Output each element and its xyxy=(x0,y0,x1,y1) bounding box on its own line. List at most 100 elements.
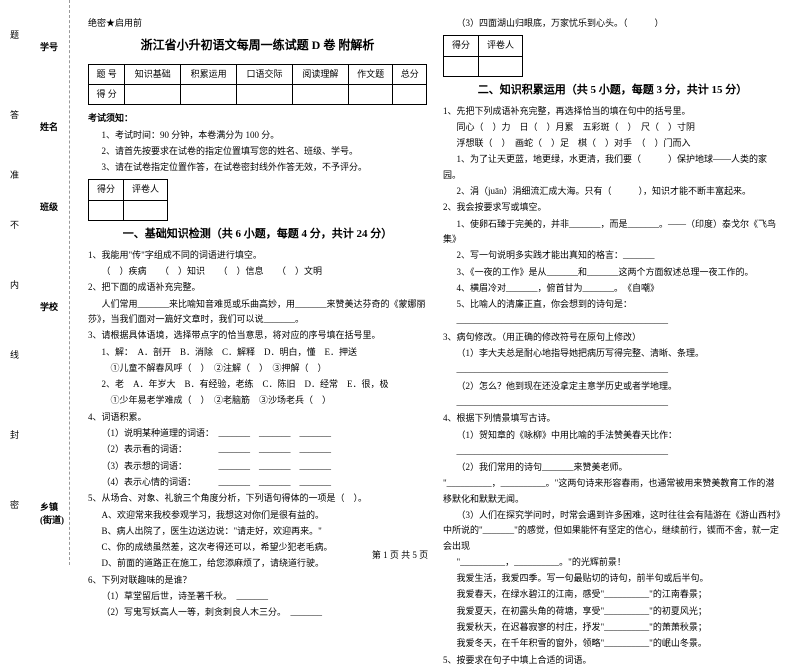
q3-l4: ①少年易老学难成（ ） ②老脑筋 ③沙场老兵（ ） xyxy=(88,393,427,408)
q3-stem: 3、请根据具体语境，选择带点字的恰当意思，将对应的序号填在括号里。 xyxy=(88,328,427,343)
margin-field-town: 乡镇(街道) xyxy=(40,500,69,526)
right-top: （3）四面湖山归眼底，万家忧乐到心头。（ ） xyxy=(443,16,782,31)
r3-l1: （1）李大夫总是耐心地指导她把病历写得完整、清晰、条理。 xyxy=(443,346,782,361)
th-2: 积累运用 xyxy=(181,64,237,84)
th-1: 知识基础 xyxy=(125,64,181,84)
cell xyxy=(292,84,348,104)
r4-l2: （2）我们常用的诗句_______来赞美老师。 xyxy=(443,460,782,475)
th-4: 阅读理解 xyxy=(292,64,348,84)
secret-label: 绝密★启用前 xyxy=(88,16,427,31)
margin-dash-6: 封 xyxy=(8,430,21,447)
r3-b1: ________________________________________… xyxy=(443,362,782,377)
left-margin: 学号 姓名 班级 学校 乡镇(街道) 题 答 准 不 内 线 封 密 xyxy=(0,0,70,565)
margin-dash-5: 线 xyxy=(8,350,21,367)
q2-stem: 2、把下面的成语补充完整。 xyxy=(88,280,427,295)
q4-l4: （4）表示心情的词语： _______ _______ _______ xyxy=(88,475,427,490)
q4-stem: 4、词语积累。 xyxy=(88,410,427,425)
r4-lc: 我爱秋天，在迟暮寂寥的村庄，抒发"__________"的萧萧秋景； xyxy=(443,620,782,635)
q5-stem: 5、从场合、对象、礼貌三个角度分析，下列语句得体的一项是（ ）。 xyxy=(88,491,427,506)
r4-lb: 我爱夏天，在初露头角的荷塘，享受"__________"的初夏风光； xyxy=(443,604,782,619)
q5-b: B、病人出院了，医生边送边说："请走好，欢迎再来。" xyxy=(88,524,427,539)
page: 学号 姓名 班级 学校 乡镇(街道) 题 答 准 不 内 线 封 密 绝密★启用… xyxy=(0,0,800,565)
margin-dash-4: 内 xyxy=(8,280,21,297)
exam-title: 浙江省小升初语文每周一练试题 D 卷 附解析 xyxy=(88,35,427,55)
th-3: 口语交际 xyxy=(237,64,293,84)
q6-l1: （1）草堂留后世，诗圣著千秋。 _______ xyxy=(88,589,427,604)
margin-field-name: 姓名 xyxy=(40,120,58,133)
content: 绝密★启用前 浙江省小升初语文每周一练试题 D 卷 附解析 题 号 知识基础 积… xyxy=(70,0,800,565)
r2-l1: 1、使卵石臻于完美的，并非_______，而是_______。——（印度）泰戈尔… xyxy=(443,217,782,248)
q5-a: A、欢迎常来我校参观学习，我想这对你们是很有益的。 xyxy=(88,508,427,523)
st-1: 评卷人 xyxy=(479,36,523,56)
notice-1: 1、考试时间：90 分钟，本卷满分为 100 分。 xyxy=(88,128,427,143)
q3-l1: 1、解： A．剖开 B．消除 C．解释 D．明白，懂 E．押送 xyxy=(88,345,427,360)
section1-title: 一、基础知识检测（共 6 小题，每题 4 分，共计 24 分） xyxy=(88,225,427,244)
st-0: 得分 xyxy=(89,180,124,200)
margin-field-id: 学号 xyxy=(40,40,58,53)
q6-l2: （2）写鬼写妖高人一等，刺贪刺良人木三分。 _______ xyxy=(88,605,427,620)
r5: 5、按要求在句子中填上合适的词语。 xyxy=(443,653,782,668)
st-0: 得分 xyxy=(444,36,479,56)
r1-stem: 1、先把下列成语补充完整，再选择恰当的填在句中的括号里。 xyxy=(443,104,782,119)
cell xyxy=(181,84,237,104)
cell xyxy=(124,200,168,220)
r4-l4: （3）人们在探究学问时，时常会遇到许多困难，这时往往会有陆游在《游山西村》中所说… xyxy=(443,508,782,554)
score-table: 题 号 知识基础 积累运用 口语交际 阅读理解 作文题 总分 得 分 xyxy=(88,64,427,106)
r3-l2: （2）怎么？他到现在还没拿定主意学历史或者学地理。 xyxy=(443,379,782,394)
r4-l5: "__________，__________。"的光辉前景！ xyxy=(443,555,782,570)
q3-l2: ①儿童不解春风呼（ ） ②注解（ ） ③押解（ ） xyxy=(88,361,427,376)
q1-stem: 1、我能用"传"字组成不同的词语进行填空。 xyxy=(88,248,427,263)
notice-2: 2、请首先按要求在试卷的指定位置填写您的姓名、班级、学号。 xyxy=(88,144,427,159)
table-row: 得 分 xyxy=(89,84,427,104)
cell xyxy=(393,84,427,104)
cell xyxy=(348,84,393,104)
table-row: 题 号 知识基础 积累运用 口语交际 阅读理解 作文题 总分 xyxy=(89,64,427,84)
r2-l5: 5、比喻人的清廉正直，你会想到的诗句是： xyxy=(443,297,782,312)
q4-l2: （2）表示看的词语： _______ _______ _______ xyxy=(88,442,427,457)
grader-table: 得分评卷人 xyxy=(88,179,168,221)
cell xyxy=(479,56,523,76)
r1-l3: 1、为了让天更蓝，地更绿，水更清，我们要（ ）保护地球——人类的家园。 xyxy=(443,152,782,183)
q4-l1: （1）说明某种道理的词语： _______ _______ _______ xyxy=(88,426,427,441)
r4-b1: ________________________________________… xyxy=(443,444,782,459)
r2-l2: 2、写一句说明多实践才能出真知的格言：_______ xyxy=(443,248,782,263)
q1-opts: （ ）疾病 （ ）知识 （ ）信息 （ ）文明 xyxy=(88,264,427,279)
r2-blank: ________________________________________… xyxy=(443,313,782,328)
margin-dash-0: 题 xyxy=(8,30,21,47)
q2-line: 人们常用_______来比喻知音难觅或乐曲高妙，用_______来赞美达芬奇的《… xyxy=(88,297,427,328)
r2-l4: 4、横眉冷对_______，俯首甘为_______。 《自嘲》 xyxy=(443,281,782,296)
r2-stem: 2、我会按要求写或填空。 xyxy=(443,200,782,215)
cell xyxy=(89,200,124,220)
th-0: 题 号 xyxy=(89,64,125,84)
th-5: 作文题 xyxy=(348,64,393,84)
left-column: 绝密★启用前 浙江省小升初语文每周一练试题 D 卷 附解析 题 号 知识基础 积… xyxy=(80,15,435,555)
q3-l3: 2、老 A．年岁大 B．有经验，老练 C．陈旧 D．经常 E．很，极 xyxy=(88,377,427,392)
section2-title: 二、知识积累运用（共 5 小题，每题 3 分，共计 15 分） xyxy=(443,81,782,100)
notice-title: 考试须知： xyxy=(88,111,427,126)
margin-field-school: 学校 xyxy=(40,300,58,313)
r4-l6: 我爱生活，我爱四季。写一句最贴切的诗句，前半句或后半句。 xyxy=(443,571,782,586)
r3-b2: ________________________________________… xyxy=(443,395,782,410)
th-6: 总分 xyxy=(393,64,427,84)
st-1: 评卷人 xyxy=(124,180,168,200)
margin-field-class: 班级 xyxy=(40,200,58,213)
score-row-label: 得 分 xyxy=(89,84,125,104)
r4-la: 我爱春天，在绿水碧江的江南，感受"__________"的江南春景； xyxy=(443,587,782,602)
margin-dash-1: 答 xyxy=(8,110,21,127)
margin-dash-3: 不 xyxy=(8,220,21,237)
r1-l2: 浮想联（ ） 画蛇（ ）足 棋（ ）对手 （ ）门而入 xyxy=(443,136,782,151)
r4-stem: 4、根据下列情景填写古诗。 xyxy=(443,411,782,426)
q6-stem: 6、下列对联趣味的是谁？ xyxy=(88,573,427,588)
cell xyxy=(444,56,479,76)
cell xyxy=(237,84,293,104)
r4-ld: 我爱冬天，在千年积雪的窗外，领略"__________"的岷山冬景。 xyxy=(443,636,782,651)
right-column: （3）四面湖山归眼底，万家忧乐到心头。（ ） 得分评卷人 二、知识积累运用（共 … xyxy=(435,15,790,555)
r4-l3: "__________，__________。"这两句诗来形容春雨，也通常被用来… xyxy=(443,476,782,507)
r1-l1: 同心（ ）力 日（ ）月累 五彩斑（ ） 尺（ ）寸阴 xyxy=(443,120,782,135)
margin-dash-7: 密 xyxy=(8,500,21,517)
r3-stem: 3、病句修改。（用正确的修改符号在原句上修改） xyxy=(443,330,782,345)
r2-l3: 3、《一夜的工作》是从_______和_______这两个方面叙述总理一夜工作的… xyxy=(443,265,782,280)
cell xyxy=(125,84,181,104)
r1-l4: 2、涓（juān）涓细流汇成大海。只有（ ），知识才能不断丰富起来。 xyxy=(443,184,782,199)
q4-l3: （3）表示想的词语： _______ _______ _______ xyxy=(88,459,427,474)
